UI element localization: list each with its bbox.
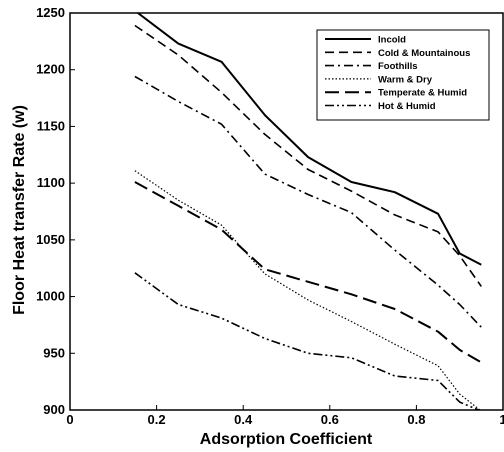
x-tick-label: 0.6 — [321, 412, 339, 427]
legend-label: Warm & Dry — [378, 74, 433, 85]
y-tick-label: 1000 — [36, 289, 65, 304]
series-line-cold-mountainous — [134, 24, 482, 287]
y-axis-title: Floor Heat transfer Rate (w) — [11, 105, 28, 315]
legend-label: Cold & Mountainous — [378, 48, 470, 59]
x-axis-title: Adsorption Coefficient — [200, 431, 373, 448]
series-line-temperate-humid — [134, 181, 482, 364]
legend-label: Foothills — [378, 61, 418, 72]
series-line-incold — [136, 13, 482, 266]
series-line-hot-humid — [134, 272, 481, 410]
x-tick-label: 1 — [499, 412, 504, 427]
x-tick-label: 0.8 — [407, 412, 425, 427]
legend-label: Hot & Humid — [378, 101, 436, 112]
x-tick-label: 0.4 — [234, 412, 253, 427]
legend-box — [316, 29, 490, 121]
y-tick-label: 1250 — [36, 5, 65, 20]
y-tick-label: 1050 — [36, 232, 65, 247]
series-layer — [134, 13, 482, 410]
series-line-warm-dry — [134, 170, 481, 410]
legend-label: Incold — [378, 35, 406, 46]
y-tick-label: 1100 — [37, 175, 65, 190]
tick-layer: 0 0.2 0.4 0.6 0.8 1 900 950 1000 1050 1100 1150 1200… — [36, 5, 504, 427]
series-line-foothills — [134, 75, 482, 328]
y-tick-label: 950 — [43, 345, 65, 360]
y-tick-label: 900 — [43, 402, 65, 417]
legend-items: Incold Cold & Mountainous Foothills Warm & … — [325, 35, 470, 112]
legend: Incold Cold & Mountainous Foothills Warm & … — [316, 29, 490, 121]
plot-frame — [69, 12, 504, 411]
y-tick-label: 1150 — [37, 118, 65, 133]
y-tick-label: 1200 — [36, 62, 65, 77]
x-tick-label: 0.2 — [148, 412, 166, 427]
legend-label: Temperate & Humid — [378, 88, 467, 99]
x-tick-label: 0 — [66, 412, 73, 427]
